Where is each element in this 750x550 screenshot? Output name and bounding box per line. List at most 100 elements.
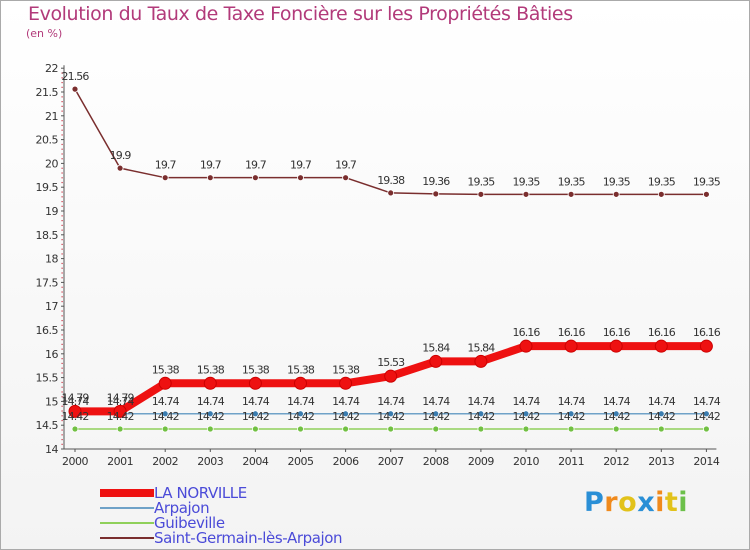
data-point <box>522 425 530 433</box>
data-point <box>519 339 533 353</box>
y-minor-tick <box>61 220 63 222</box>
x-tick-label: 2003 <box>197 455 223 468</box>
proxiti-logo: Proxiti <box>584 487 688 518</box>
y-minor-tick <box>61 143 63 146</box>
x-tick-label: 2006 <box>333 455 359 468</box>
data-point <box>113 404 127 418</box>
data-label: 14.74 <box>558 395 586 408</box>
data-point <box>251 410 259 418</box>
y-minor-tick <box>61 286 63 288</box>
data-label: 14.74 <box>422 395 450 408</box>
logo-letter: i <box>678 487 689 518</box>
data-label: 14.42 <box>467 410 494 423</box>
y-minor-tick <box>61 86 63 88</box>
y-minor-tick <box>61 96 63 98</box>
data-point <box>654 339 668 353</box>
logo-letter: x <box>637 487 656 518</box>
data-label: 14.42 <box>693 410 720 423</box>
data-point <box>206 174 214 182</box>
data-point <box>657 190 665 198</box>
data-label: 14.74 <box>197 395 225 408</box>
y-minor-tick <box>61 310 63 312</box>
y-minor-tick <box>61 81 63 84</box>
data-point <box>477 190 485 198</box>
y-tick-label: 20.5 <box>36 134 59 147</box>
y-minor-tick <box>61 391 63 393</box>
data-label: 14.42 <box>377 410 404 423</box>
data-point <box>342 174 350 182</box>
data-label: 14.79 <box>107 391 135 404</box>
y-tick-label: 17.5 <box>36 276 59 289</box>
data-point <box>564 339 578 353</box>
data-point <box>432 190 440 198</box>
y-minor-tick <box>61 158 63 160</box>
data-point <box>248 376 262 390</box>
y-minor-tick <box>61 343 63 345</box>
y-minor-tick <box>61 372 63 374</box>
y-minor-tick <box>61 334 63 336</box>
data-point <box>477 425 485 433</box>
data-label: 14.74 <box>467 395 495 408</box>
data-label: 14.74 <box>377 395 405 408</box>
data-label: 19.35 <box>558 175 586 188</box>
data-label: 19.7 <box>200 159 222 172</box>
legend-label: Arpajon <box>154 499 210 517</box>
x-tick-label: 2007 <box>378 455 404 468</box>
y-minor-tick <box>61 248 63 250</box>
y-minor-tick <box>61 124 63 127</box>
x-tick-label: 2012 <box>603 455 629 468</box>
y-minor-tick <box>61 253 63 255</box>
data-label: 16.16 <box>603 326 631 339</box>
y-minor-tick <box>61 105 63 107</box>
data-label: 14.42 <box>197 410 224 423</box>
y-minor-tick <box>61 172 63 174</box>
x-tick-label: 2002 <box>152 455 178 468</box>
data-label: 14.74 <box>603 395 631 408</box>
y-minor-tick <box>61 262 63 265</box>
y-minor-tick <box>61 167 63 169</box>
y-minor-tick <box>61 362 63 365</box>
legend-swatch <box>100 489 154 497</box>
data-point <box>703 425 710 433</box>
data-point <box>612 410 620 418</box>
data-point <box>474 354 488 368</box>
data-point <box>206 425 214 433</box>
y-minor-tick <box>61 419 63 422</box>
data-label: 14.42 <box>513 410 540 423</box>
data-label: 14.74 <box>152 395 180 408</box>
data-label: 15.38 <box>242 363 270 376</box>
data-label: 15.84 <box>422 341 450 354</box>
data-label: 19.7 <box>155 159 177 172</box>
y-minor-tick <box>61 367 63 369</box>
data-point <box>297 174 304 182</box>
data-point <box>567 425 575 433</box>
y-minor-tick <box>61 267 63 269</box>
legend-label: Saint-Germain-lès-Arpajon <box>154 529 343 547</box>
data-label: 14.42 <box>422 410 449 423</box>
y-minor-tick <box>61 191 63 193</box>
logo-letter: o <box>618 487 638 518</box>
y-minor-tick <box>61 148 63 150</box>
y-minor-tick <box>61 72 63 74</box>
data-label: 21.56 <box>62 70 90 83</box>
data-label: 14.42 <box>62 410 89 423</box>
data-label: 19.35 <box>467 175 495 188</box>
data-label: 14.42 <box>603 410 630 423</box>
data-point <box>116 425 124 433</box>
data-label: 14.74 <box>693 395 721 408</box>
y-tick-label: 14 <box>45 443 58 456</box>
y-tick-label: 19 <box>45 205 58 218</box>
data-point <box>203 376 217 390</box>
y-tick-label: 18 <box>45 253 58 266</box>
legend-label: LA NORVILLE <box>154 484 247 502</box>
data-point <box>567 410 575 418</box>
y-minor-tick <box>61 339 63 341</box>
x-tick-label: 2014 <box>693 455 719 468</box>
data-point <box>116 164 124 172</box>
y-tick-label: 16.5 <box>36 324 59 337</box>
data-label: 15.38 <box>332 363 360 376</box>
data-label: 16.16 <box>648 326 676 339</box>
data-label: 19.35 <box>693 175 721 188</box>
data-label: 14.79 <box>62 391 90 404</box>
